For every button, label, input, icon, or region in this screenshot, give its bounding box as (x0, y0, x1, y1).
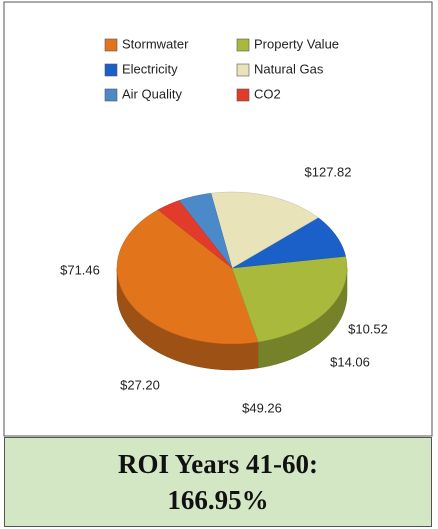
legend-swatch (236, 38, 250, 52)
slice (157, 200, 233, 269)
legend-label: Air Quality (122, 86, 182, 101)
legend-label: Stormwater (122, 36, 189, 51)
value-label: $27.20 (120, 377, 160, 392)
legend-swatch (104, 63, 118, 77)
value-label: $71.46 (60, 262, 100, 277)
roi-value: 166.95% (167, 485, 269, 515)
legend-swatch (236, 63, 250, 77)
value-label: $49.26 (242, 400, 282, 415)
legend-swatch (104, 88, 118, 102)
value-label: $127.82 (305, 164, 352, 179)
value-label: $14.06 (330, 354, 370, 369)
slice (231, 217, 346, 269)
slice (116, 209, 259, 345)
roi-title: ROI Years 41-60: (118, 449, 318, 479)
slice (231, 255, 348, 343)
chart: Stormwater Property Value Electricity Natur… (3, 1, 433, 437)
slice (178, 193, 233, 269)
roi-box: ROI Years 41-60: 166.95% (4, 437, 432, 527)
legend-label: Natural Gas (254, 61, 324, 76)
legend-label: CO2 (254, 86, 281, 101)
value-label: $10.52 (348, 321, 388, 336)
legend-swatch (104, 38, 118, 52)
legend-label: Property Value (254, 36, 339, 51)
legend-label: Electricity (122, 61, 178, 76)
legend-swatch (236, 88, 250, 102)
slice (210, 191, 319, 269)
